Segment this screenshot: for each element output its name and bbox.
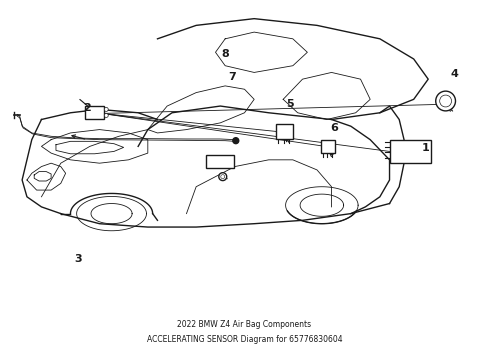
Text: 3: 3 [74, 254, 81, 264]
Circle shape [218, 173, 226, 181]
FancyBboxPatch shape [275, 124, 292, 139]
Text: 2022 BMW Z4 Air Bag Components: 2022 BMW Z4 Air Bag Components [177, 320, 311, 329]
FancyBboxPatch shape [85, 106, 104, 120]
FancyBboxPatch shape [389, 140, 430, 163]
Circle shape [435, 91, 454, 111]
Circle shape [220, 175, 224, 179]
Circle shape [232, 138, 238, 144]
Text: 5: 5 [286, 99, 294, 109]
Text: 4: 4 [450, 69, 458, 79]
Text: 1: 1 [421, 143, 429, 153]
FancyBboxPatch shape [205, 155, 233, 167]
Circle shape [439, 95, 450, 107]
Circle shape [104, 107, 108, 111]
Circle shape [104, 113, 108, 117]
Text: 6: 6 [329, 123, 337, 133]
Text: 7: 7 [228, 72, 236, 82]
FancyBboxPatch shape [320, 140, 335, 153]
Text: 2: 2 [83, 103, 91, 113]
Text: ACCELERATING SENSOR Diagram for 65776830604: ACCELERATING SENSOR Diagram for 65776830… [146, 335, 342, 344]
Text: 8: 8 [221, 49, 228, 59]
